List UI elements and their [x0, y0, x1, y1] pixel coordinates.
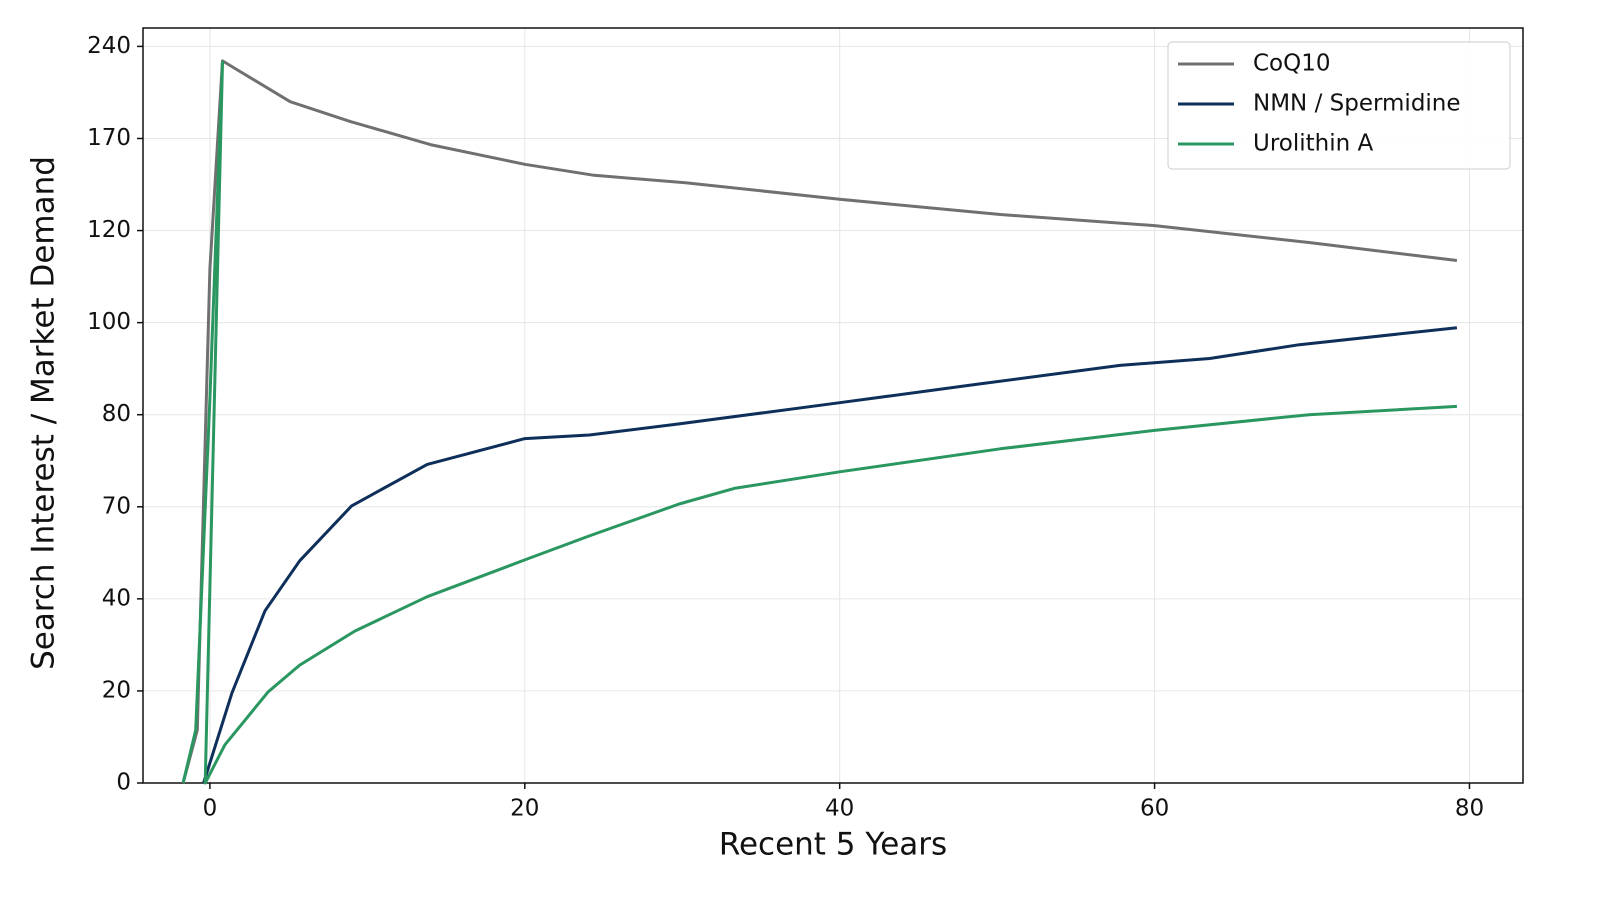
y-tick-label: 100	[87, 309, 131, 335]
y-tick-label: 80	[102, 401, 131, 427]
y-tick-label: 20	[102, 677, 131, 703]
x-tick-label: 40	[825, 796, 854, 822]
legend-box	[1167, 41, 1511, 170]
legend-label: NMN / Spermidine	[1253, 91, 1461, 117]
x-tick-label: 60	[1140, 796, 1169, 822]
x-tick-label: 80	[1455, 796, 1484, 822]
line-series	[181, 60, 1457, 785]
plot-frame	[142, 27, 1524, 784]
legend-label: CoQ10	[1253, 51, 1331, 77]
y-tick-label: 40	[102, 585, 131, 611]
x-tick-label: 20	[510, 796, 539, 822]
x-axis-label: Recent 5 Years	[719, 827, 947, 863]
y-axis-label: Search Interest / Market Demand	[26, 156, 62, 670]
line-series	[181, 59, 1458, 784]
legend-label: Urolithin A	[1253, 131, 1374, 157]
y-tick-label: 70	[102, 493, 131, 519]
x-tick-label: 0	[203, 796, 218, 822]
y-tick-label: 170	[87, 125, 131, 151]
y-tick-label: 240	[87, 33, 131, 59]
line-series	[202, 326, 1458, 784]
y-tick-label: 120	[87, 217, 131, 243]
y-tick-label: 0	[116, 770, 131, 796]
